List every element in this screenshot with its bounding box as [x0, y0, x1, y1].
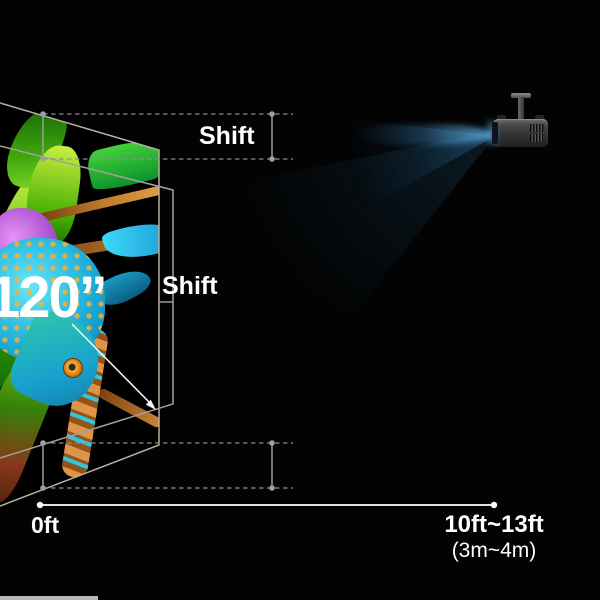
ceiling-mount-pole	[518, 97, 524, 121]
projector-foot	[535, 115, 544, 120]
vent-grille	[530, 134, 544, 142]
projected-image	[0, 103, 159, 506]
screen-outline-current	[0, 102, 160, 507]
projector-lens	[492, 122, 498, 144]
distance-metric-label: (3m~4m)	[451, 539, 537, 562]
distance-end-label: 10ft~13ft	[444, 511, 544, 538]
projector-body	[493, 119, 548, 147]
shift-label-top: Shift	[199, 122, 255, 150]
shift-dashed-guides	[43, 113, 293, 489]
chameleon-eye	[63, 358, 83, 378]
projector-beam-core	[352, 124, 494, 145]
screen-size-label: 120”	[0, 265, 108, 330]
shift-brackets	[40, 111, 275, 491]
shift-label-middle: Shift	[162, 272, 218, 300]
diagonal-size-arrow	[71, 323, 156, 410]
throw-distance-scale	[36, 501, 498, 509]
projector-foot	[497, 115, 506, 120]
ceiling-mount-plate	[511, 93, 531, 98]
floor-edge-strip	[0, 596, 98, 600]
screen-outline-shifted	[0, 145, 174, 459]
distance-start-label: 0ft	[31, 512, 60, 538]
vent-grille	[530, 124, 544, 132]
